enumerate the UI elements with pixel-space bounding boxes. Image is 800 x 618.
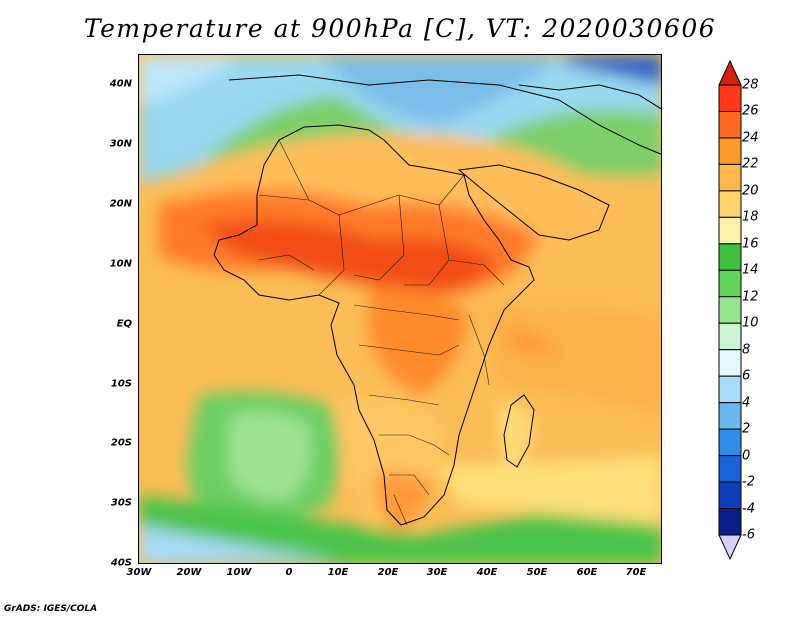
- colorbar-box: [718, 269, 742, 298]
- colorbar-label: 16: [742, 236, 759, 252]
- lon-label-30w: 30W: [126, 567, 152, 578]
- lon-label-30e: 30E: [426, 567, 448, 578]
- coastlines: [213, 74, 661, 526]
- lon-label-20w: 20W: [176, 567, 202, 578]
- colorbar-label: -4: [742, 501, 755, 517]
- madagascar-coastline: [503, 394, 535, 468]
- grads-credit: GrADS: IGES/COLA: [4, 604, 98, 614]
- colorbar-label: 0: [742, 448, 751, 464]
- colorbar-box: [718, 137, 742, 165]
- colorbar-label: 18: [742, 209, 759, 225]
- colorbar-box: [718, 349, 742, 377]
- colorbar-label: -6: [742, 527, 755, 543]
- colorbar-box: [718, 481, 742, 510]
- colorbar-label: 10: [742, 315, 759, 331]
- colorbar-label: 24: [742, 130, 759, 146]
- colorbar-box: [718, 402, 742, 430]
- colorbar-box: [718, 508, 742, 536]
- colorbar-label: 8: [742, 342, 751, 358]
- colorbar-box: [718, 216, 742, 245]
- arabia-coastline: [457, 164, 610, 241]
- lat-label-10s: 10S: [110, 378, 132, 390]
- lat-label-10n: 10N: [109, 258, 132, 270]
- lat-label-eq: EQ: [116, 318, 132, 330]
- colorbar-box: [718, 243, 742, 271]
- colorbar-box: [718, 190, 742, 218]
- temperature-fields: [139, 55, 661, 563]
- colorbar-label: 6: [742, 368, 751, 384]
- lon-label-0: 0: [285, 567, 293, 578]
- lon-label-40e: 40E: [476, 567, 498, 578]
- colorbar-box: [718, 163, 742, 192]
- lat-label-20n: 20N: [109, 198, 132, 210]
- colorbar-label: 22: [742, 156, 759, 172]
- colorbar-label: -2: [742, 474, 755, 490]
- lon-label-20e: 20E: [377, 567, 399, 578]
- temperature-map: [139, 55, 661, 563]
- colorbar-box: [718, 84, 742, 112]
- lon-label-50e: 50E: [526, 567, 548, 578]
- colorbar: [718, 60, 742, 560]
- colorbar-box: [718, 428, 742, 457]
- black-sea-coast: [518, 84, 661, 110]
- map-plot-area: [138, 54, 662, 564]
- colorbar-box: [718, 110, 742, 139]
- colorbar-label: 28: [742, 77, 759, 93]
- lat-label-20s: 20S: [110, 437, 132, 449]
- lat-label-40s: 40S: [110, 557, 132, 569]
- colorbar-box: [718, 296, 742, 324]
- colorbar-boxes: [718, 84, 742, 536]
- country-borders: [258, 139, 505, 526]
- colorbar-box: [718, 322, 742, 351]
- lat-label-30n: 30N: [109, 138, 132, 150]
- lat-label-40n: 40N: [109, 78, 132, 90]
- colorbar-label: 2: [742, 421, 751, 437]
- lat-label-30s: 30S: [110, 497, 132, 509]
- colorbar-label: 26: [742, 103, 759, 119]
- colorbar-box: [718, 455, 742, 483]
- lon-label-60e: 60E: [576, 567, 598, 578]
- europe-coastline: [228, 74, 661, 155]
- lon-label-70e: 70E: [625, 567, 647, 578]
- lon-label-10e: 10E: [327, 567, 349, 578]
- colorbar-overflow-triangle: [718, 60, 742, 86]
- lon-label-10w: 10W: [226, 567, 252, 578]
- colorbar-label: 4: [742, 395, 751, 411]
- colorbar-box: [718, 375, 742, 404]
- colorbar-label: 12: [742, 289, 759, 305]
- colorbar-label: 14: [742, 262, 759, 278]
- map-title: Temperature at 900hPa [C], VT: 202003060…: [83, 14, 717, 43]
- colorbar-label: 20: [742, 183, 759, 199]
- colorbar-underflow-triangle: [718, 534, 742, 560]
- africa-coastline: [213, 124, 535, 526]
